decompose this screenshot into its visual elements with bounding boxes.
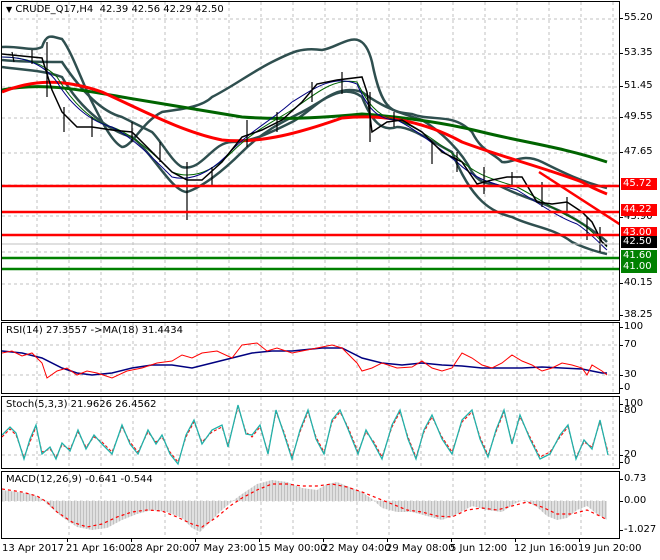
price-tick: 47.65 xyxy=(620,146,653,157)
time-label: 19 Jun 20:00 xyxy=(578,543,642,554)
stoch-panel[interactable]: Stoch(5,3,3) 21.9626 26.4562 xyxy=(1,396,620,469)
rsi-tick: 100 xyxy=(619,321,644,332)
price-tick: 55.20 xyxy=(620,12,653,23)
stoch-title: Stoch(5,3,3) 21.9626 26.4562 xyxy=(6,399,157,410)
stoch-tick: 0 xyxy=(619,456,631,467)
level-tag: 44.22 xyxy=(621,204,657,216)
time-tick xyxy=(67,538,68,542)
time-tick xyxy=(451,538,452,542)
price-panel[interactable]: ▼ CRUDE_Q17,H4 42.39 42.56 42.29 42.50 xyxy=(1,1,620,321)
price-wicks xyxy=(11,42,601,252)
time-axis: 13 Apr 2017 21 Apr 16:00 28 Apr 20:00 7 … xyxy=(0,538,660,560)
stoch-grid xyxy=(2,397,619,468)
time-label: 22 May 04:00 xyxy=(322,543,391,554)
time-tick xyxy=(579,538,580,542)
time-tick xyxy=(323,538,324,542)
rsi-ma-line xyxy=(2,347,607,376)
stoch-tick: 80 xyxy=(620,405,637,416)
macd-signal-line xyxy=(2,483,608,528)
rsi-tick: 30 xyxy=(620,369,637,380)
triangle-down-icon[interactable]: ▼ xyxy=(6,5,13,14)
macd-tick: 0.73 xyxy=(619,473,647,484)
symbol-label: CRUDE_Q17,H4 xyxy=(15,4,94,15)
rsi-tick: 70 xyxy=(620,339,637,350)
bollinger-bands xyxy=(2,35,608,256)
macd-chart-svg xyxy=(2,472,619,538)
stoch-axis: 100 80 20 0 xyxy=(619,396,660,469)
time-label: 29 May 08:00 xyxy=(386,543,455,554)
macd-panel[interactable]: MACD(12,26,9) -0.641 -0.544 xyxy=(1,471,620,539)
stoch-tick: 20 xyxy=(620,449,637,460)
time-tick xyxy=(131,538,132,542)
stoch-chart-svg xyxy=(2,397,619,468)
rsi-title: RSI(14) 27.3557 ->MA(18) 31.4434 xyxy=(6,325,183,336)
price-tick: 49.55 xyxy=(620,111,653,122)
price-chart-svg xyxy=(2,2,619,320)
time-tick xyxy=(195,538,196,542)
time-label: 7 May 23:00 xyxy=(194,543,257,554)
price-tick: 53.35 xyxy=(620,47,653,58)
time-label: 13 Apr 2017 xyxy=(2,543,64,554)
macd-right-pad xyxy=(608,472,619,538)
price-tick: 40.15 xyxy=(620,277,653,288)
time-label: 15 May 00:00 xyxy=(258,543,327,554)
trendline xyxy=(538,170,619,226)
rsi-panel[interactable]: RSI(14) 27.3557 ->MA(18) 31.4434 xyxy=(1,322,620,394)
macd-tick: 0.00 xyxy=(619,495,647,506)
current-price-tag: 42.50 xyxy=(621,236,657,248)
level-tag: 41.00 xyxy=(621,261,657,273)
stoch-main-line xyxy=(2,404,609,466)
rsi-axis: 100 70 30 0 xyxy=(619,321,660,394)
time-label: 21 Apr 16:00 xyxy=(66,543,132,554)
time-tick xyxy=(515,538,516,542)
price-axis: 55.20 53.35 51.45 49.55 47.65 43.90 40.1… xyxy=(620,0,660,322)
time-label: 28 Apr 20:00 xyxy=(130,543,196,554)
level-tag: 41.60 xyxy=(621,250,657,262)
price-tick: 43.90 xyxy=(620,211,653,222)
macd-tick: -1.027 xyxy=(619,524,657,535)
macd-title: MACD(12,26,9) -0.641 -0.544 xyxy=(6,474,153,485)
macd-hist-gaps xyxy=(3,472,608,538)
time-label: 12 Jun 16:00 xyxy=(514,543,578,554)
ma-red xyxy=(2,80,608,196)
chart-header: ▼ CRUDE_Q17,H4 42.39 42.56 42.29 42.50 xyxy=(6,4,224,15)
ma-fast-blue xyxy=(2,56,608,251)
price-tick: 38.25 xyxy=(620,309,653,320)
time-tick xyxy=(387,538,388,542)
level-tag: 45.72 xyxy=(621,178,657,190)
rsi-tick: 0 xyxy=(619,382,631,393)
rsi-grid xyxy=(2,323,619,393)
time-tick xyxy=(259,538,260,542)
macd-axis: 0.73 0.00 -1.027 xyxy=(619,471,660,539)
rsi-chart-svg xyxy=(2,323,619,393)
price-tick: 51.45 xyxy=(620,80,653,91)
stoch-tick: 100 xyxy=(619,398,644,409)
rsi-line xyxy=(2,342,608,379)
ohlc-values: 42.39 42.56 42.29 42.50 xyxy=(99,4,224,15)
price-bars xyxy=(2,53,608,247)
time-label: 5 Jun 12:00 xyxy=(450,543,508,554)
